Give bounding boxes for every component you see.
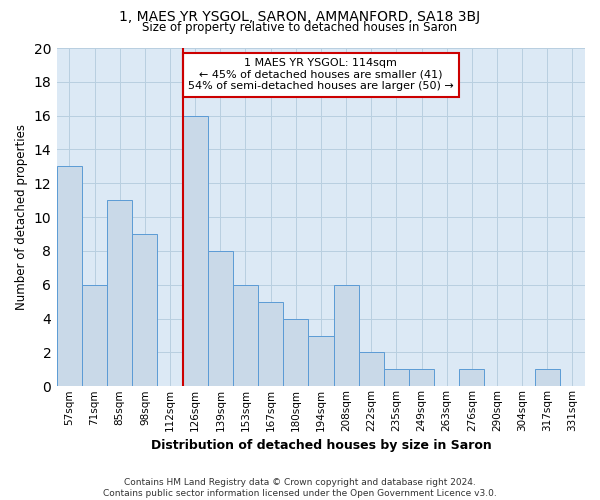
Text: 1 MAES YR YSGOL: 114sqm
← 45% of detached houses are smaller (41)
54% of semi-de: 1 MAES YR YSGOL: 114sqm ← 45% of detache… bbox=[188, 58, 454, 92]
Bar bbox=[258, 302, 283, 386]
Bar bbox=[133, 234, 157, 386]
Bar bbox=[182, 116, 208, 386]
Bar bbox=[107, 200, 133, 386]
X-axis label: Distribution of detached houses by size in Saron: Distribution of detached houses by size … bbox=[151, 440, 491, 452]
Bar bbox=[535, 370, 560, 386]
Text: 1, MAES YR YSGOL, SARON, AMMANFORD, SA18 3BJ: 1, MAES YR YSGOL, SARON, AMMANFORD, SA18… bbox=[119, 10, 481, 24]
Bar bbox=[283, 318, 308, 386]
Bar bbox=[334, 285, 359, 386]
Bar bbox=[57, 166, 82, 386]
Bar bbox=[384, 370, 409, 386]
Bar bbox=[459, 370, 484, 386]
Bar bbox=[208, 251, 233, 386]
Y-axis label: Number of detached properties: Number of detached properties bbox=[15, 124, 28, 310]
Text: Contains HM Land Registry data © Crown copyright and database right 2024.
Contai: Contains HM Land Registry data © Crown c… bbox=[103, 478, 497, 498]
Bar bbox=[233, 285, 258, 386]
Text: Size of property relative to detached houses in Saron: Size of property relative to detached ho… bbox=[142, 21, 458, 34]
Bar bbox=[409, 370, 434, 386]
Bar bbox=[359, 352, 384, 386]
Bar bbox=[82, 285, 107, 386]
Bar bbox=[308, 336, 334, 386]
